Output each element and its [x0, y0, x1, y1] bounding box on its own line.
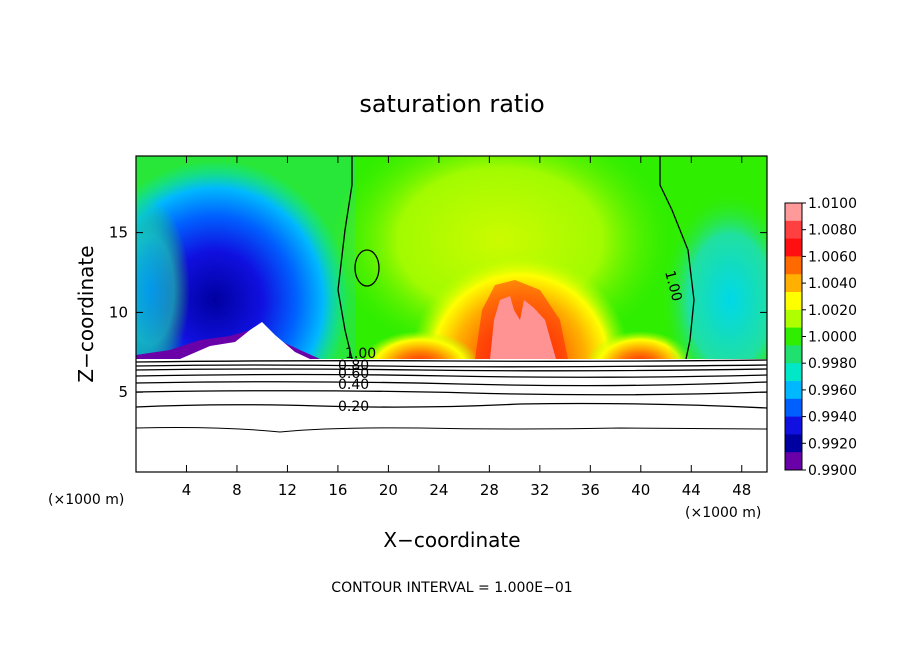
colorbar-label: 0.9980 [808, 356, 857, 372]
contour-labels: 1.00 1.00 0.80 0.60 0.40 0.20 [338, 269, 685, 415]
colorbar-swatch [785, 256, 802, 275]
colorbar-swatch [785, 327, 802, 346]
colorbar-label: 1.0000 [808, 330, 857, 346]
colorbar-swatch [785, 238, 802, 257]
contour-label: 1.00 [661, 269, 685, 303]
plot-area: 1.00 1.00 0.80 0.60 0.40 0.20 [136, 156, 767, 472]
x-tick-label: 36 [581, 481, 600, 499]
red-rim-center [475, 280, 568, 359]
x-axis: 4 8 12 16 20 24 28 32 36 40 44 48 [182, 156, 751, 499]
white-hole-left [180, 322, 310, 359]
contour-lines [136, 156, 767, 433]
colorbar-label: 1.0100 [808, 196, 857, 212]
contour-label: 0.20 [338, 399, 369, 415]
colorbar-label: 0.9920 [808, 436, 857, 452]
contour-label: 1.00 [345, 346, 376, 362]
colorbar-label: 1.0040 [808, 276, 857, 292]
y-tick-label: 5 [118, 383, 128, 401]
colorbar-swatch [785, 292, 802, 311]
x-tick-label: 24 [429, 481, 448, 499]
colorbar-swatch [785, 274, 802, 293]
colorbar-swatch [785, 381, 802, 400]
y-tick-label: 10 [109, 303, 128, 321]
colorbar-swatch [785, 398, 802, 418]
colorbar-label: 1.0060 [808, 249, 857, 265]
colorbar-swatch [785, 434, 802, 453]
y-tick-label: 15 [109, 224, 128, 242]
colorbar-swatch [785, 345, 802, 364]
contour-interval-note: CONTOUR INTERVAL = 1.000E−01 [331, 580, 572, 596]
colorbar: 1.0100 1.0080 1.0060 1.0040 1.0020 1.0000 0.99… [784, 196, 857, 479]
x-tick-label: 20 [379, 481, 398, 499]
x-tick-label: 44 [682, 481, 701, 499]
colorbar-label: 0.9940 [808, 410, 857, 426]
x-tick-label: 40 [631, 481, 650, 499]
x-unit-left: (×1000 m) [48, 492, 124, 508]
x-axis-label: X−coordinate [383, 528, 520, 552]
colorbar-label: 1.0080 [808, 223, 857, 239]
x-tick-label: 16 [328, 481, 347, 499]
colorbar-swatch [785, 309, 802, 329]
x-tick-label: 28 [480, 481, 499, 499]
x-unit-right: (×1000 m) [685, 505, 761, 521]
x-tick-label: 4 [182, 481, 192, 499]
contour-label: 0.80 [338, 358, 369, 374]
x-tick-label: 32 [530, 481, 549, 499]
colorbar-label: 0.9900 [808, 463, 857, 479]
colorbar-label: 1.0020 [808, 303, 857, 319]
contour-label: 0.40 [338, 377, 369, 393]
x-tick-label: 12 [278, 481, 297, 499]
colorbar-swatch [785, 416, 802, 435]
chart-title: saturation ratio [359, 90, 544, 118]
x-tick-label: 8 [232, 481, 242, 499]
white-hole-center [490, 296, 556, 359]
colorbar-swatch [785, 452, 802, 471]
y-axis-label: Z−coordinate [74, 245, 98, 382]
colorbar-swatch [785, 220, 802, 240]
colorbar-swatch [785, 203, 802, 222]
colorbar-label: 0.9960 [808, 383, 857, 399]
x-tick-label: 48 [732, 481, 751, 499]
y-axis: 5 10 15 [109, 224, 767, 401]
plot-frame [135, 155, 768, 473]
contour-label: 0.60 [338, 366, 369, 382]
colorbar-swatch [785, 363, 802, 382]
